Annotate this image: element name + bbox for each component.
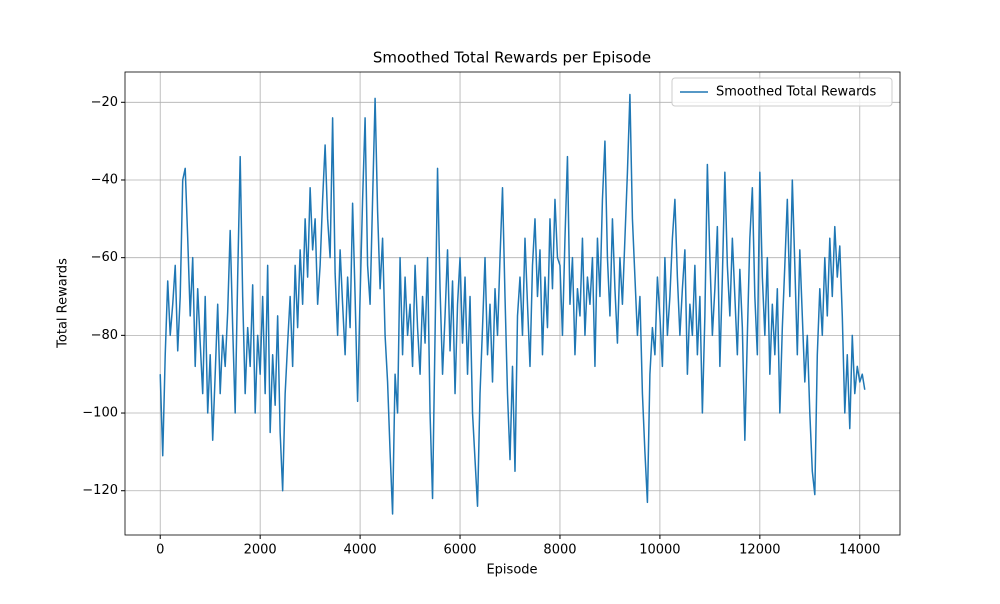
y-axis-label: Total Rewards [56, 258, 71, 349]
y-tick-label: −60 [91, 250, 118, 265]
x-tick-label: 2000 [244, 543, 277, 558]
data-line [159, 93, 866, 515]
x-tick-label: 6000 [443, 543, 476, 558]
x-tick-label: 10000 [639, 543, 680, 558]
x-tick-label: 12000 [739, 543, 780, 558]
x-tick-label: 8000 [543, 543, 576, 558]
x-tick-label: 0 [156, 543, 164, 558]
x-tick-label: 14000 [839, 543, 880, 558]
chart-title: Smoothed Total Rewards per Episode [373, 49, 651, 67]
x-axis-label: Episode [486, 563, 537, 578]
y-tick-label: −120 [82, 483, 118, 498]
x-tick-label: 4000 [344, 543, 377, 558]
y-tick-label: −80 [91, 328, 118, 343]
y-tick-label: −40 [91, 172, 118, 187]
legend-box [671, 77, 893, 107]
plot-frame [124, 71, 901, 536]
legend-label: Smoothed Total Rewards [716, 85, 876, 100]
y-tick-label: −100 [82, 406, 118, 421]
y-tick-label: −20 [91, 95, 118, 110]
